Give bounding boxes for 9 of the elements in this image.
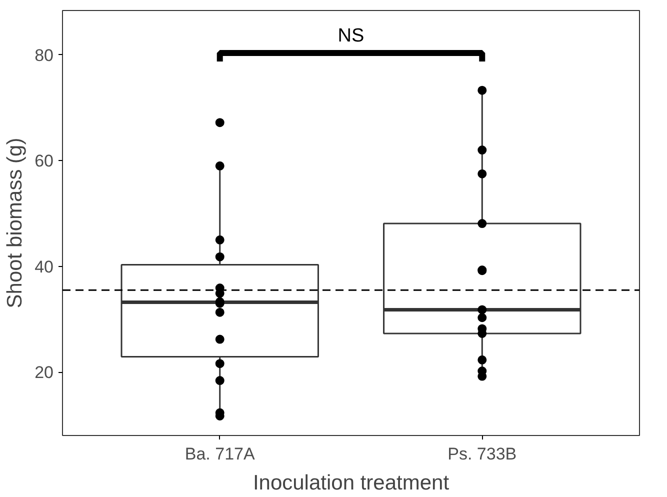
y-tick-label: 80	[34, 46, 54, 65]
y-tick-label: 40	[34, 257, 54, 276]
x-tick-label: Ba. 717A	[184, 444, 256, 464]
annotation: NS	[338, 26, 364, 47]
x-tick-label: Ps. 733B	[448, 444, 517, 464]
y-axis-title: Shoot biomass (g)	[4, 138, 27, 308]
y-tick-label: 60	[34, 152, 54, 171]
y-tick-label: 20	[34, 363, 54, 382]
x-axis-title: Inoculation treatment	[252, 472, 450, 494]
